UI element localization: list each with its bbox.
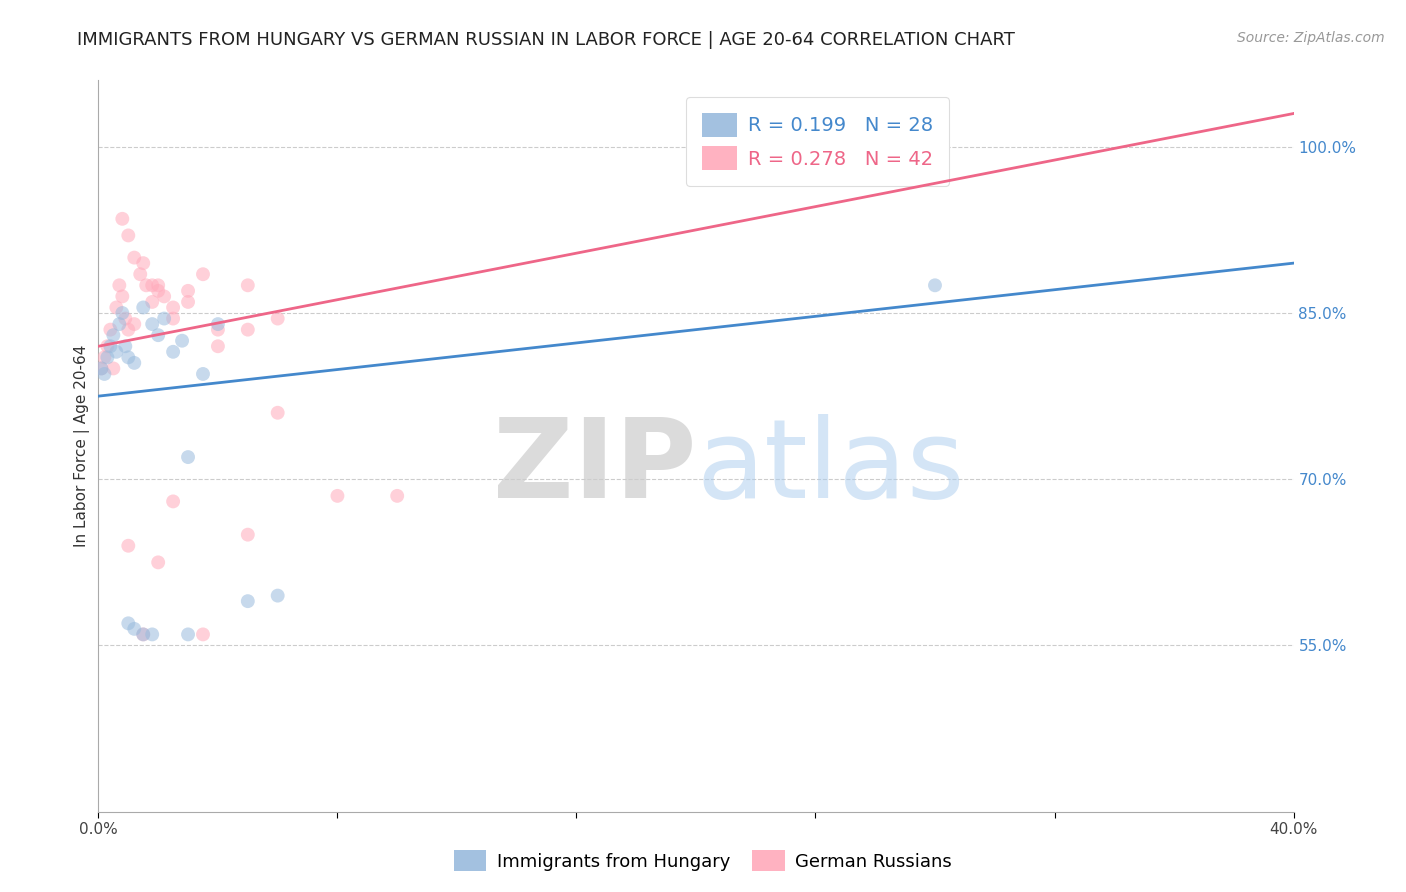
Point <box>111 211 134 226</box>
Point <box>148 278 170 293</box>
Point <box>93 351 115 365</box>
Point <box>111 306 134 320</box>
Point <box>153 311 176 326</box>
Point <box>124 622 146 636</box>
Point <box>177 284 200 298</box>
Point <box>132 627 155 641</box>
Point <box>117 539 139 553</box>
Point <box>105 344 128 359</box>
Point <box>129 267 152 281</box>
Point <box>177 450 200 464</box>
Point <box>172 334 194 348</box>
Point <box>124 356 146 370</box>
Legend: R = 0.199   N = 28, R = 0.278   N = 42: R = 0.199 N = 28, R = 0.278 N = 42 <box>686 97 949 186</box>
Point <box>103 361 125 376</box>
Point <box>714 140 737 154</box>
Point <box>117 228 139 243</box>
Point <box>207 317 229 331</box>
Point <box>148 284 170 298</box>
Point <box>162 311 184 326</box>
Point <box>267 589 290 603</box>
Point <box>924 278 946 293</box>
Text: atlas: atlas <box>696 415 965 522</box>
Point <box>114 311 136 326</box>
Point <box>153 289 176 303</box>
Point <box>162 344 184 359</box>
Point <box>267 311 290 326</box>
Point <box>191 267 214 281</box>
Point <box>90 361 112 376</box>
Point <box>111 289 134 303</box>
Point <box>90 361 112 376</box>
Text: Source: ZipAtlas.com: Source: ZipAtlas.com <box>1237 31 1385 45</box>
Point <box>105 301 128 315</box>
Point <box>148 328 170 343</box>
Point <box>141 627 163 641</box>
Point <box>117 323 139 337</box>
Point <box>124 317 146 331</box>
Point <box>96 351 118 365</box>
Point <box>162 494 184 508</box>
Point <box>207 339 229 353</box>
Point <box>96 339 118 353</box>
Point <box>141 317 163 331</box>
Point <box>236 278 259 293</box>
Point <box>162 301 184 315</box>
Point <box>124 251 146 265</box>
Text: ZIP: ZIP <box>492 415 696 522</box>
Y-axis label: In Labor Force | Age 20-64: In Labor Force | Age 20-64 <box>75 345 90 547</box>
Point <box>191 367 214 381</box>
Point <box>135 278 157 293</box>
Text: IMMIGRANTS FROM HUNGARY VS GERMAN RUSSIAN IN LABOR FORCE | AGE 20-64 CORRELATION: IMMIGRANTS FROM HUNGARY VS GERMAN RUSSIA… <box>77 31 1015 49</box>
Point <box>141 278 163 293</box>
Point <box>132 301 155 315</box>
Point <box>108 278 131 293</box>
Point <box>132 256 155 270</box>
Point <box>141 294 163 309</box>
Point <box>236 323 259 337</box>
Point <box>177 627 200 641</box>
Point <box>326 489 349 503</box>
Point <box>236 527 259 541</box>
Point <box>117 351 139 365</box>
Point <box>103 328 125 343</box>
Point <box>117 616 139 631</box>
Point <box>177 294 200 309</box>
Point <box>207 323 229 337</box>
Point <box>385 489 409 503</box>
Point <box>93 367 115 381</box>
Point <box>236 594 259 608</box>
Point <box>114 339 136 353</box>
Point <box>98 323 122 337</box>
Point <box>132 627 155 641</box>
Point <box>108 317 131 331</box>
Point <box>191 627 214 641</box>
Point <box>267 406 290 420</box>
Point <box>98 339 122 353</box>
Legend: Immigrants from Hungary, German Russians: Immigrants from Hungary, German Russians <box>447 843 959 879</box>
Point <box>148 555 170 569</box>
